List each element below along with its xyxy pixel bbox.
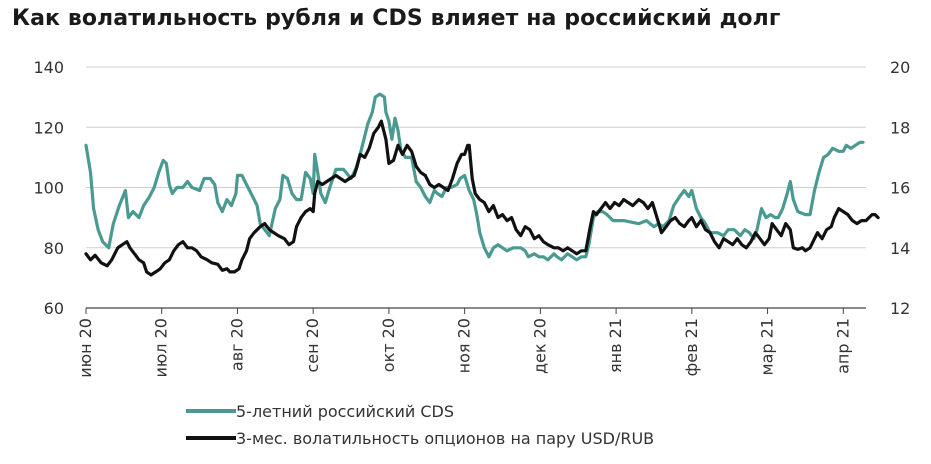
- y-tick-label-left: 140: [33, 58, 64, 77]
- grid: [86, 66, 866, 249]
- x-tick-label: апр 21: [833, 318, 852, 374]
- y-tick-label-right: 20: [890, 58, 910, 77]
- x-tick-label: фев 21: [682, 318, 701, 376]
- series-line-cds: [84, 92, 865, 262]
- x-tick-label: мар 21: [758, 318, 777, 375]
- series-group: [84, 92, 880, 277]
- y-tick-label-right: 12: [890, 299, 910, 318]
- legend-swatch-volatility: [186, 436, 236, 440]
- y-tick-label-left: 80: [44, 239, 64, 258]
- x-tick-label: янв 21: [606, 318, 625, 373]
- y-tick-label-right: 14: [890, 239, 910, 258]
- y-tick-label-right: 18: [890, 118, 910, 137]
- y-axis-right: 12 14 16 18 20: [890, 58, 910, 318]
- x-tick-label: июн 20: [76, 318, 95, 378]
- legend-item-cds: 5-летний российский CDS: [186, 401, 454, 421]
- x-tick-label: окт 20: [379, 318, 398, 372]
- legend-item-volatility: 3-мес. волатильность опционов на пару US…: [186, 428, 654, 448]
- x-tick-label: дек 20: [530, 318, 549, 374]
- x-tick-label: авг 20: [227, 318, 246, 371]
- y-tick-label-left: 100: [33, 179, 64, 198]
- x-tick-label: ноя 20: [455, 318, 474, 373]
- legend-swatch-cds: [186, 409, 236, 413]
- legend-label-volatility: 3-мес. волатильность опционов на пару US…: [236, 428, 655, 448]
- x-tick-label: сен 20: [303, 318, 322, 373]
- series-line-volatility: [84, 119, 880, 277]
- x-axis: июн 20 июл 20 авг 20 сен 20 окт 20 ноя 20 дек …: [76, 307, 866, 378]
- legend-label-cds: 5-летний российский CDS: [236, 401, 455, 421]
- y-tick-label-left: 60: [44, 299, 64, 318]
- y-axis-left: 60 80 100 120 140: [33, 58, 64, 318]
- chart-title: Как волатильность рубля и CDS влияет на …: [12, 6, 781, 31]
- x-tick-label: июл 20: [152, 318, 171, 378]
- y-tick-label-left: 120: [33, 118, 64, 137]
- y-tick-label-right: 16: [890, 179, 910, 198]
